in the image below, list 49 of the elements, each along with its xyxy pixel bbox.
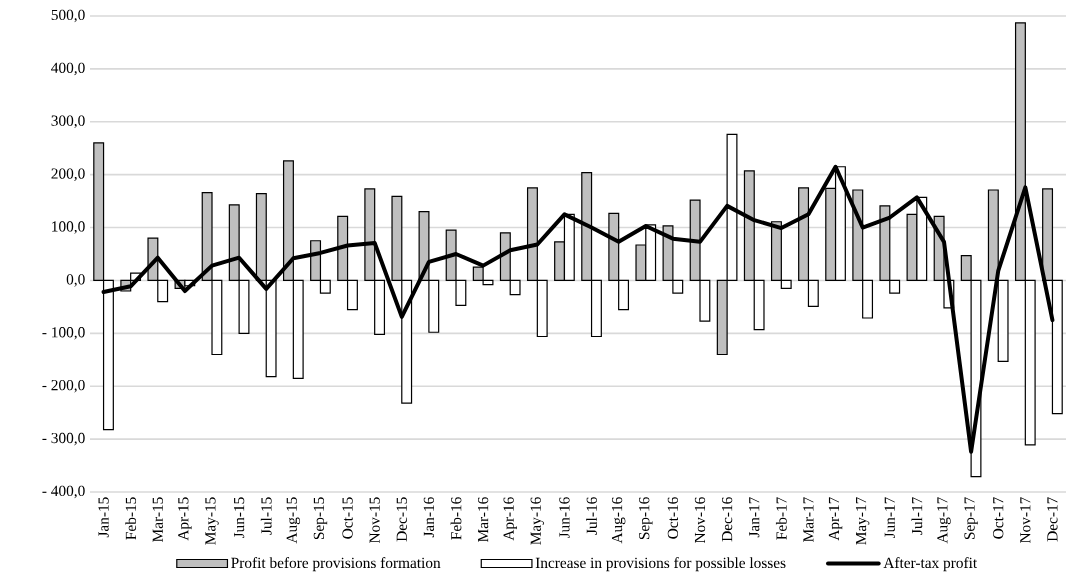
x-tick-label: Jan-15 [98,497,109,538]
legend-label: After-tax profit [883,557,978,572]
x-tick-label: Sep-17 [964,497,978,540]
x-tick-label: Apr-17 [828,497,843,541]
x-tick-label: Mar-17 [803,497,814,542]
x-tick-label: Mar-16 [477,497,489,542]
x-tick-label: Nov-15 [369,497,380,544]
x-tick-label: Sep-16 [639,497,653,540]
legend-label: Increase in provisions for possible losses [535,557,786,572]
x-tick-label: May-16 [530,497,545,545]
x-tick-label: Feb-17 [775,497,787,540]
x-tick-label: Nov-17 [1020,497,1031,544]
x-tick-label: Nov-16 [694,497,706,544]
y-tick-label: 200,0 [51,168,85,181]
legend-label: Profit before provisions formation [231,557,441,572]
x-tick-label: Aug-16 [611,497,626,544]
x-tick-label: Aug-17 [937,497,951,544]
x-tick-label: Jul-16 [586,497,597,535]
x-tick-label: Jul-15 [260,497,272,535]
x-tick-label: Jan-17 [749,497,760,538]
x-tick-label: Oct-16 [667,497,679,539]
x-tick-label: Oct-15 [342,497,353,539]
x-tick-label: Dec-15 [396,497,407,542]
x-tick-label: May-17 [855,497,870,545]
x-tick-label: Apr-15 [178,497,192,541]
x-tick-label: Jun-15 [233,497,245,539]
x-tick-label: Dec-17 [1047,497,1058,542]
y-tick-label: 300,0 [51,115,85,129]
y-tick-label: - 200,0 [42,379,85,393]
x-tick-label: Jun-16 [559,497,570,539]
y-tick-label: - 400,0 [42,485,85,499]
x-tick-label: Feb-16 [450,497,462,540]
y-tick-label: - 300,0 [42,432,85,446]
x-tick-label: Jul-17 [911,497,923,535]
x-tick-label: Sep-15 [313,497,328,540]
x-tick-label: Jun-17 [884,497,895,539]
x-tick-label: May-15 [205,497,219,545]
x-tick-label: Dec-16 [721,497,733,542]
y-tick-label: - 100,0 [42,327,85,340]
y-tick-label: 0,0 [66,274,85,287]
x-tick-label: Feb-15 [125,497,137,540]
x-tick-label: Oct-17 [993,497,1004,539]
y-tick-label: 100,0 [52,221,85,234]
x-tick-label: Apr-16 [503,497,517,541]
y-tick-label: 500,0 [51,9,85,23]
x-tick-label: Jan-16 [423,497,435,538]
x-tick-label: Aug-15 [286,497,301,544]
x-tick-label: Mar-15 [152,497,163,542]
y-tick-label: 400,0 [51,62,85,76]
